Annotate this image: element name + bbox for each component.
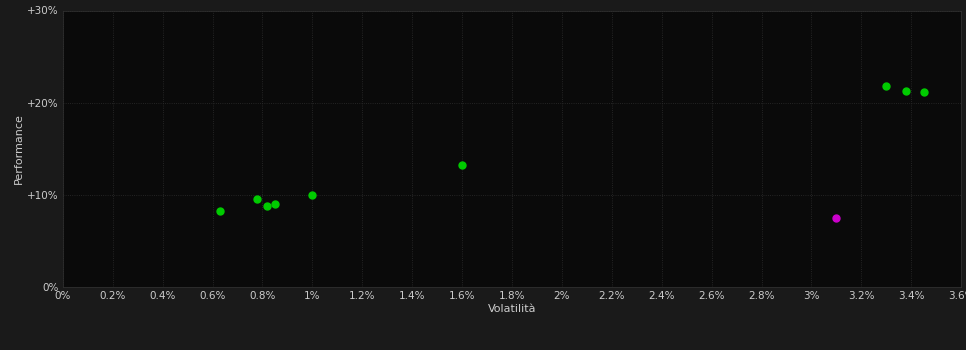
Y-axis label: Performance: Performance: [14, 113, 24, 184]
Point: [878, 83, 894, 89]
Point: [304, 192, 320, 198]
Point: [213, 209, 228, 214]
Point: [454, 162, 469, 168]
Point: [898, 88, 914, 93]
Point: [249, 196, 265, 201]
Point: [260, 203, 275, 209]
Point: [268, 201, 283, 207]
X-axis label: Volatilità: Volatilità: [488, 304, 536, 314]
Point: [829, 215, 844, 221]
Point: [916, 89, 931, 95]
